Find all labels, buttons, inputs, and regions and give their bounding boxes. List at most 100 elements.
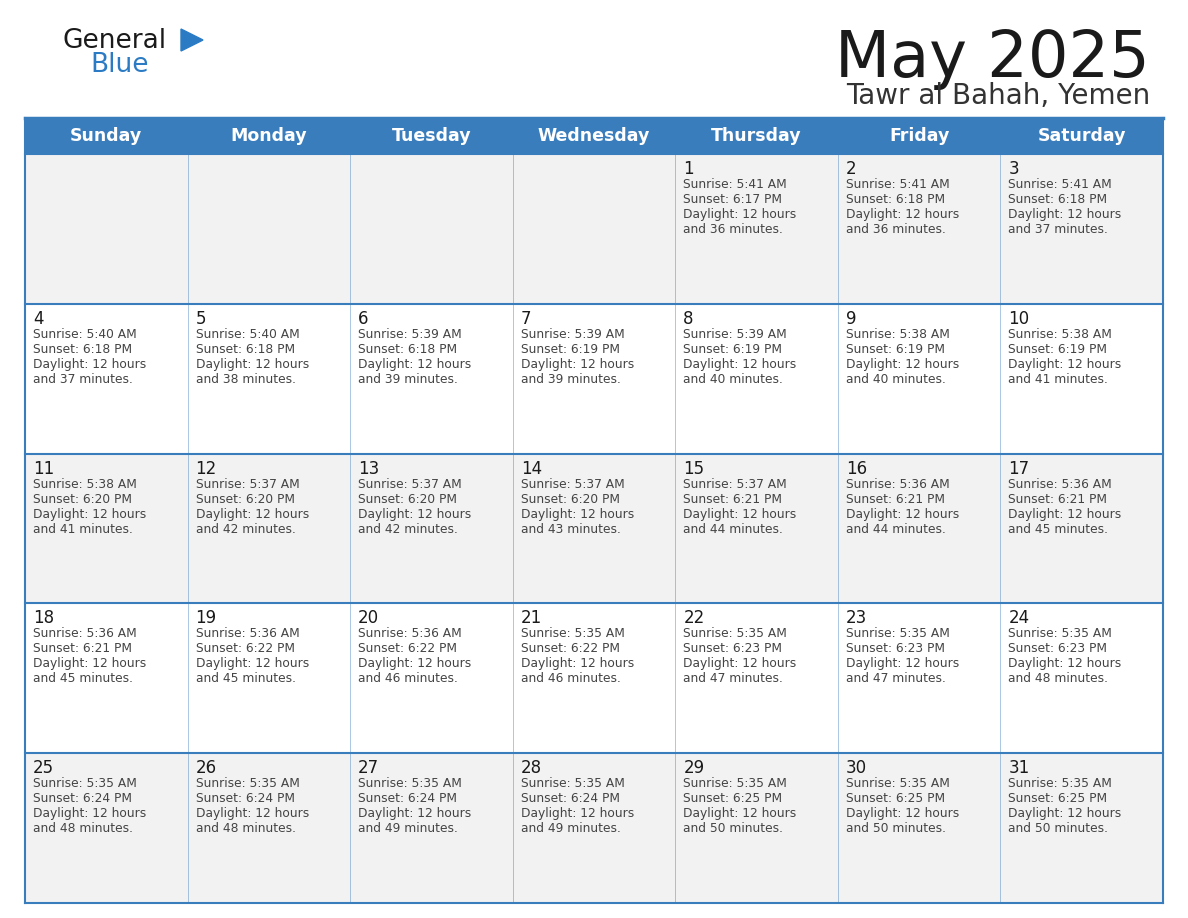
Text: Sunrise: 5:39 AM: Sunrise: 5:39 AM bbox=[683, 328, 786, 341]
Text: and 40 minutes.: and 40 minutes. bbox=[683, 373, 783, 386]
Text: Sunset: 6:22 PM: Sunset: 6:22 PM bbox=[358, 643, 457, 655]
Text: and 48 minutes.: and 48 minutes. bbox=[196, 823, 296, 835]
Text: Sunset: 6:25 PM: Sunset: 6:25 PM bbox=[846, 792, 944, 805]
Text: Sunset: 6:19 PM: Sunset: 6:19 PM bbox=[1009, 342, 1107, 356]
Text: Sunrise: 5:35 AM: Sunrise: 5:35 AM bbox=[520, 778, 625, 790]
Text: Daylight: 12 hours: Daylight: 12 hours bbox=[358, 807, 472, 820]
Text: Friday: Friday bbox=[889, 127, 949, 145]
Text: 26: 26 bbox=[196, 759, 216, 778]
Text: and 43 minutes.: and 43 minutes. bbox=[520, 522, 620, 535]
Text: and 38 minutes.: and 38 minutes. bbox=[196, 373, 296, 386]
Text: and 47 minutes.: and 47 minutes. bbox=[683, 672, 783, 686]
Text: Daylight: 12 hours: Daylight: 12 hours bbox=[846, 807, 959, 820]
Text: and 48 minutes.: and 48 minutes. bbox=[33, 823, 133, 835]
Text: Sunset: 6:19 PM: Sunset: 6:19 PM bbox=[683, 342, 782, 356]
Text: and 49 minutes.: and 49 minutes. bbox=[520, 823, 620, 835]
Text: Sunset: 6:18 PM: Sunset: 6:18 PM bbox=[33, 342, 132, 356]
Text: Blue: Blue bbox=[90, 52, 148, 78]
Text: Daylight: 12 hours: Daylight: 12 hours bbox=[1009, 657, 1121, 670]
Text: General: General bbox=[62, 28, 166, 54]
Text: Sunset: 6:21 PM: Sunset: 6:21 PM bbox=[33, 643, 132, 655]
Bar bbox=[25, 304, 1163, 453]
Bar bbox=[25, 118, 1163, 154]
Text: 2: 2 bbox=[846, 160, 857, 178]
Text: 5: 5 bbox=[196, 309, 206, 328]
Text: Daylight: 12 hours: Daylight: 12 hours bbox=[196, 358, 309, 371]
Text: Sunset: 6:24 PM: Sunset: 6:24 PM bbox=[358, 792, 457, 805]
Text: and 46 minutes.: and 46 minutes. bbox=[358, 672, 459, 686]
Text: 19: 19 bbox=[196, 610, 216, 627]
Text: 22: 22 bbox=[683, 610, 704, 627]
Text: Sunrise: 5:41 AM: Sunrise: 5:41 AM bbox=[1009, 178, 1112, 191]
Text: Sunset: 6:21 PM: Sunset: 6:21 PM bbox=[683, 493, 782, 506]
Bar bbox=[25, 603, 1163, 753]
Text: 1: 1 bbox=[683, 160, 694, 178]
Text: Sunrise: 5:35 AM: Sunrise: 5:35 AM bbox=[683, 778, 788, 790]
Text: 16: 16 bbox=[846, 460, 867, 477]
Text: Sunrise: 5:35 AM: Sunrise: 5:35 AM bbox=[1009, 778, 1112, 790]
Text: Sunrise: 5:38 AM: Sunrise: 5:38 AM bbox=[33, 477, 137, 490]
Text: Sunset: 6:22 PM: Sunset: 6:22 PM bbox=[196, 643, 295, 655]
Text: Sunrise: 5:36 AM: Sunrise: 5:36 AM bbox=[1009, 477, 1112, 490]
Text: 29: 29 bbox=[683, 759, 704, 778]
Text: 3: 3 bbox=[1009, 160, 1019, 178]
Text: Sunset: 6:21 PM: Sunset: 6:21 PM bbox=[846, 493, 944, 506]
Text: and 50 minutes.: and 50 minutes. bbox=[846, 823, 946, 835]
Text: and 44 minutes.: and 44 minutes. bbox=[683, 522, 783, 535]
Text: 11: 11 bbox=[33, 460, 55, 477]
Text: Sunrise: 5:37 AM: Sunrise: 5:37 AM bbox=[683, 477, 786, 490]
Text: Daylight: 12 hours: Daylight: 12 hours bbox=[520, 508, 634, 521]
Text: Sunset: 6:18 PM: Sunset: 6:18 PM bbox=[196, 342, 295, 356]
Text: and 45 minutes.: and 45 minutes. bbox=[1009, 522, 1108, 535]
Text: 20: 20 bbox=[358, 610, 379, 627]
Text: and 45 minutes.: and 45 minutes. bbox=[33, 672, 133, 686]
Text: Sunset: 6:20 PM: Sunset: 6:20 PM bbox=[196, 493, 295, 506]
Text: Daylight: 12 hours: Daylight: 12 hours bbox=[358, 358, 472, 371]
Text: Sunrise: 5:37 AM: Sunrise: 5:37 AM bbox=[520, 477, 625, 490]
Text: Monday: Monday bbox=[230, 127, 308, 145]
Text: and 44 minutes.: and 44 minutes. bbox=[846, 522, 946, 535]
Text: 24: 24 bbox=[1009, 610, 1030, 627]
Text: Sunset: 6:18 PM: Sunset: 6:18 PM bbox=[846, 193, 944, 206]
Text: 17: 17 bbox=[1009, 460, 1030, 477]
Text: Daylight: 12 hours: Daylight: 12 hours bbox=[683, 508, 796, 521]
Text: 30: 30 bbox=[846, 759, 867, 778]
Text: Sunrise: 5:36 AM: Sunrise: 5:36 AM bbox=[846, 477, 949, 490]
Text: Daylight: 12 hours: Daylight: 12 hours bbox=[358, 657, 472, 670]
Bar bbox=[25, 154, 1163, 304]
Text: 28: 28 bbox=[520, 759, 542, 778]
Text: Sunrise: 5:35 AM: Sunrise: 5:35 AM bbox=[196, 778, 299, 790]
Text: Sunrise: 5:38 AM: Sunrise: 5:38 AM bbox=[846, 328, 949, 341]
Text: and 41 minutes.: and 41 minutes. bbox=[1009, 373, 1108, 386]
Bar bbox=[25, 453, 1163, 603]
Text: and 42 minutes.: and 42 minutes. bbox=[358, 522, 459, 535]
Text: Sunrise: 5:36 AM: Sunrise: 5:36 AM bbox=[33, 627, 137, 641]
Text: Sunset: 6:17 PM: Sunset: 6:17 PM bbox=[683, 193, 782, 206]
Text: Daylight: 12 hours: Daylight: 12 hours bbox=[683, 208, 796, 221]
Text: Daylight: 12 hours: Daylight: 12 hours bbox=[1009, 358, 1121, 371]
Text: and 50 minutes.: and 50 minutes. bbox=[1009, 823, 1108, 835]
Text: Daylight: 12 hours: Daylight: 12 hours bbox=[196, 807, 309, 820]
Text: 12: 12 bbox=[196, 460, 217, 477]
Text: and 41 minutes.: and 41 minutes. bbox=[33, 522, 133, 535]
Text: 10: 10 bbox=[1009, 309, 1030, 328]
Text: and 39 minutes.: and 39 minutes. bbox=[520, 373, 620, 386]
Text: Daylight: 12 hours: Daylight: 12 hours bbox=[33, 657, 146, 670]
Text: Daylight: 12 hours: Daylight: 12 hours bbox=[846, 657, 959, 670]
Text: 6: 6 bbox=[358, 309, 368, 328]
Text: Sunset: 6:18 PM: Sunset: 6:18 PM bbox=[1009, 193, 1107, 206]
Text: and 37 minutes.: and 37 minutes. bbox=[33, 373, 133, 386]
Text: and 39 minutes.: and 39 minutes. bbox=[358, 373, 459, 386]
Text: Sunset: 6:21 PM: Sunset: 6:21 PM bbox=[1009, 493, 1107, 506]
Text: Sunset: 6:19 PM: Sunset: 6:19 PM bbox=[520, 342, 620, 356]
Text: Sunrise: 5:38 AM: Sunrise: 5:38 AM bbox=[1009, 328, 1112, 341]
Text: Daylight: 12 hours: Daylight: 12 hours bbox=[358, 508, 472, 521]
Text: Sunset: 6:22 PM: Sunset: 6:22 PM bbox=[520, 643, 620, 655]
Text: Sunrise: 5:36 AM: Sunrise: 5:36 AM bbox=[196, 627, 299, 641]
Text: May 2025: May 2025 bbox=[835, 28, 1150, 90]
Text: Daylight: 12 hours: Daylight: 12 hours bbox=[33, 807, 146, 820]
Text: and 40 minutes.: and 40 minutes. bbox=[846, 373, 946, 386]
Text: Sunrise: 5:36 AM: Sunrise: 5:36 AM bbox=[358, 627, 462, 641]
Text: Sunset: 6:25 PM: Sunset: 6:25 PM bbox=[1009, 792, 1107, 805]
Text: Sunset: 6:24 PM: Sunset: 6:24 PM bbox=[33, 792, 132, 805]
